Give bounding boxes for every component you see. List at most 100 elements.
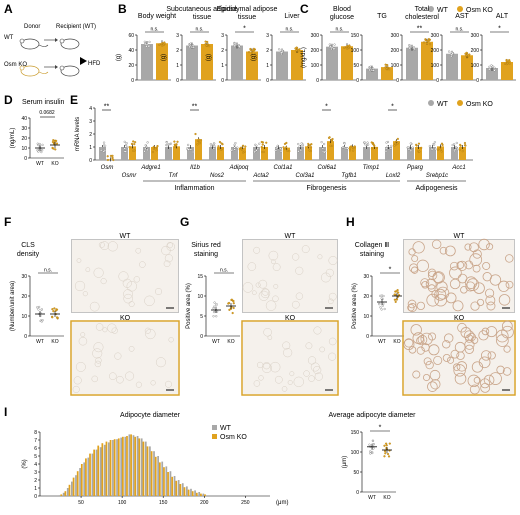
panel-h-ko-cell [456,361,468,372]
panel-b-point [144,42,147,46]
panel-e-point [396,142,399,145]
panel-e-point [168,142,172,146]
panel-e-point [285,146,288,149]
panel-e-point [152,147,156,151]
panel-c-point [332,47,335,50]
panel-e-point [331,137,334,141]
panel-h-point [381,304,384,307]
panel-g-point [212,310,216,314]
panel-e-point [132,149,135,152]
arrow-icon [44,38,58,69]
panel-h: Collagen Ⅲ staining 0 10 20 30 Positive area (… [352,233,516,396]
panel-f-ko-cell [168,337,174,343]
panel-e-bar-ko [217,147,224,160]
panel-d-point [38,142,41,146]
panel-e-bar-wt [99,147,106,160]
panel-i-tick-label: 7 [34,438,37,444]
panel-c-point [493,69,496,72]
panel-f-wt-cell [164,254,173,263]
panel-e-point [310,143,313,146]
panel-g-wt-cell [261,288,270,296]
panel-g-wt-cell [291,300,300,309]
panel-h-ko-cell [452,363,461,371]
panel-c-significance: ** [417,26,423,33]
panel-d-point [52,139,55,142]
panel-d: Serum insulin 0 10 20 30 40 (ng/mL) WT KO 0.0682 [10,99,65,167]
panel-e-point [407,146,410,149]
panel-c-point [408,44,412,47]
panel-e-point [106,158,110,162]
panel-e-gene-label: Adipoq [229,165,249,171]
panel-g-point [212,315,215,318]
panel-h-ko-cell [489,372,502,385]
panel-d-x-label: WT [36,161,44,167]
panel-h-ko-cell [450,349,460,359]
panel-i-bar-wt [190,488,192,496]
panel-a: A Donor Recipient (WT) WT Osm KO HFD [4,2,101,77]
panel-g-point [230,298,234,301]
panel-f-ko-cell [107,323,117,333]
panel-e-point [244,145,247,148]
panel-e-point [417,142,421,145]
panel-e-point [233,148,236,151]
panel-b-significance: * [243,26,246,33]
panel-c-tick-label: 200 [311,48,320,54]
panel-i-ylabel: (%) [22,459,28,468]
panel-e-point [213,145,216,148]
panel-e-point [241,144,245,147]
panel-e-point [321,147,324,150]
panel-h-ko-cell [483,374,495,386]
panel-b-tick-label: 40 [128,48,134,54]
panel-c-point [488,65,491,68]
panel-e-gene-label: Nos2 [210,173,225,179]
panel-e-point [100,146,104,150]
panel-e-point [255,149,258,152]
panel-h-title: Collagen Ⅲ [355,242,390,249]
panel-e-point [145,145,148,149]
panel-h-point [396,289,399,292]
panel-d-ylabel: (ng/mL) [10,128,16,149]
panel-g-ylabel: Positive area (%) [186,283,192,329]
panel-f-point [51,308,54,311]
panel-g-ko-cell [314,372,323,381]
panel-c-bar-wt [446,53,458,80]
panel-h-wt-cell [407,303,417,313]
panel-e-point [367,143,370,146]
panel-f-ko-cell [95,323,104,331]
panel-e-point [242,151,245,154]
panel-i2-point [383,455,386,458]
panel-i2-ylabel: (μm) [342,456,348,468]
panel-e-point [409,142,412,145]
panel-b-point [247,51,251,54]
panel-h-point [394,300,397,303]
panel-g-ko-cell [287,380,293,385]
panel-e-point [144,144,147,147]
panel-e-gene-label: Osmr [122,173,138,179]
panel-e-point [464,144,467,147]
panel-e-significance: ** [192,104,198,111]
panel-e-point [146,141,149,144]
panel-h-x-label: WT [378,339,386,345]
panel-e-point [299,149,302,152]
panel-f-wt-cell [107,241,118,252]
panel-d-tick-label: 40 [21,116,27,122]
panel-g-significance: n.s. [220,268,228,274]
panel-e-point [288,149,291,153]
panel-b-point [148,40,151,43]
panel-b-tick-label: 3 [221,33,224,39]
panel-b-subplot: Liver (g) 0 1 2 3 n.s. [251,13,306,84]
panel-f-ko-cell [155,357,166,368]
panel-e-point [286,149,289,152]
panel-e-point [255,144,258,147]
panel-d-point [52,147,55,150]
panel-h-wt-cell [486,243,494,251]
panel-e-point [366,141,369,144]
panel-e-point [323,151,326,154]
panel-h-ko-cell [442,353,451,362]
panel-i-xtick-label: 200 [200,500,209,506]
panel-e-bar-ko [371,147,378,160]
panel-f-ko-cell [150,380,156,386]
panel-e-bar-wt [143,147,150,160]
panel-e-bar-ko [349,146,356,160]
panel-f-wt-cell [166,242,176,251]
